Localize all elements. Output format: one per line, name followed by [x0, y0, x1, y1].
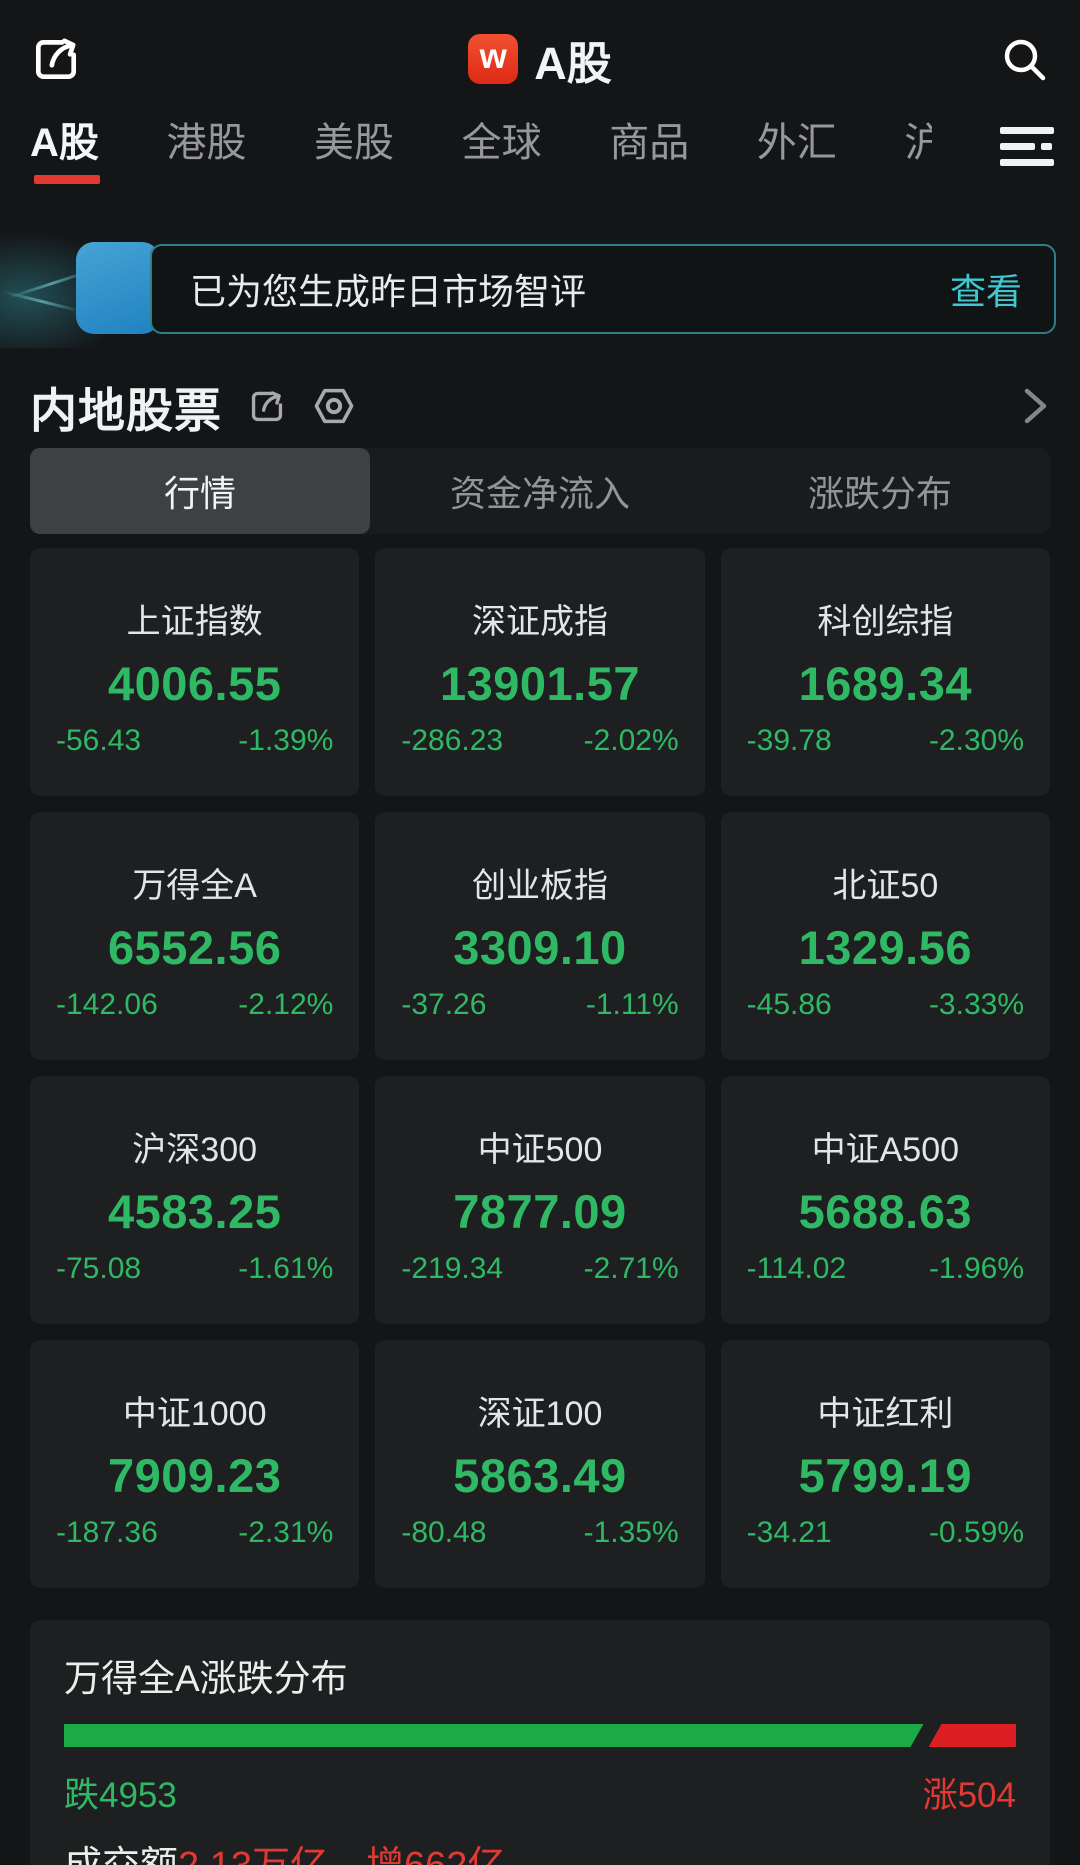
index-change-pct: -2.02%: [583, 724, 679, 757]
tab-us-stocks[interactable]: 美股: [314, 121, 395, 165]
index-card-csi300[interactable]: 沪深300 4583.25 -75.08 -1.61%: [30, 1076, 360, 1324]
advance-decline-bar: [64, 1724, 1016, 1747]
advancers-count: 涨504: [922, 1776, 1016, 1815]
index-change-pct: -3.33%: [928, 988, 1024, 1021]
index-name: 万得全A: [132, 867, 257, 905]
index-change-pct: -0.59%: [928, 1516, 1024, 1549]
index-change: -219.34: [401, 1252, 504, 1285]
index-change: -39.78: [746, 724, 832, 757]
tab-hk-stocks[interactable]: 港股: [166, 121, 247, 165]
index-change: -56.43: [56, 724, 142, 757]
index-card-sse[interactable]: 上证指数 4006.55 -56.43 -1.39%: [30, 548, 360, 796]
index-card-csi-a500[interactable]: 中证A500 5688.63 -114.02 -1.96%: [720, 1076, 1050, 1324]
index-change-pct: -1.11%: [585, 988, 679, 1021]
turnover-line: 成交额2.13万亿，增662亿: [64, 1834, 1016, 1865]
bar-up-segment: [928, 1724, 1016, 1747]
index-card-star[interactable]: 科创综指 1689.34 -39.78 -2.30%: [720, 548, 1050, 796]
index-card-csi-dividend[interactable]: 中证红利 5799.19 -34.21 -0.59%: [720, 1340, 1050, 1588]
index-card-bse50[interactable]: 北证50 1329.56 -45.86 -3.33%: [720, 812, 1050, 1060]
index-value: 6552.56: [107, 921, 282, 974]
index-name: 沪深300: [132, 1131, 258, 1169]
index-value: 7877.09: [453, 1185, 627, 1238]
subtab-advance-decline[interactable]: 涨跌分布: [807, 473, 952, 514]
index-value: 7909.23: [107, 1449, 282, 1502]
subtab-net-inflow[interactable]: 资金净流入: [449, 473, 630, 514]
index-name: 中证A500: [811, 1131, 960, 1169]
tab-sh-partial[interactable]: 沪: [904, 121, 933, 165]
index-card-szse[interactable]: 深证成指 13901.57 -286.23 -2.02%: [375, 548, 705, 796]
index-change: -142.06: [56, 988, 158, 1021]
index-name: 北证50: [832, 867, 939, 905]
index-value: 5688.63: [798, 1185, 973, 1238]
tab-forex[interactable]: 外汇: [756, 121, 837, 165]
index-value: 3309.10: [453, 921, 627, 974]
index-name: 中证红利: [817, 1395, 954, 1433]
search-button[interactable]: [998, 33, 1050, 85]
panel-title: 万得全A涨跌分布: [64, 1658, 348, 1699]
share-button[interactable]: [30, 33, 82, 85]
index-change: -80.48: [401, 1516, 487, 1549]
index-name: 深证100: [477, 1395, 603, 1433]
index-change-pct: -2.30%: [928, 724, 1024, 757]
index-change: -75.08: [56, 1252, 142, 1285]
index-value: 5863.49: [453, 1449, 627, 1502]
index-change: -286.23: [401, 724, 504, 757]
subtab-quotes[interactable]: 行情: [30, 448, 370, 534]
turnover-value: 2.13万亿，增662亿: [178, 1845, 505, 1865]
advance-decline-panel[interactable]: 万得全A涨跌分布 跌4953 涨504 成交额2.13万亿，增662亿: [30, 1620, 1050, 1865]
wind-app-logo: w: [468, 34, 519, 84]
index-card-csi500[interactable]: 中证500 7877.09 -219.34 -2.71%: [375, 1076, 705, 1324]
index-grid: 上证指数 4006.55 -56.43 -1.39% 深证成指 13901.57 …: [30, 548, 1050, 1588]
index-name: 创业板指: [471, 867, 608, 905]
index-change: -45.86: [746, 988, 832, 1021]
index-change-pct: -1.61%: [238, 1252, 334, 1285]
index-change-pct: -2.31%: [238, 1516, 334, 1549]
index-change-pct: -1.35%: [583, 1516, 679, 1549]
market-review-banner[interactable]: 已为您生成昨日市场智评 查看: [0, 228, 1080, 348]
banner-blue-chip-icon: [76, 242, 160, 334]
index-value: 1329.56: [798, 921, 973, 974]
index-card-sz100[interactable]: 深证100 5863.49 -80.48 -1.35%: [375, 1340, 705, 1588]
index-value: 5799.19: [798, 1449, 973, 1502]
index-value: 13901.57: [439, 657, 641, 710]
data-view-switcher: 行情 资金净流入 涨跌分布: [30, 448, 1050, 534]
decliners-count: 跌4953: [64, 1776, 177, 1815]
top-bar: w A股: [0, 0, 1080, 118]
index-card-chinext[interactable]: 创业板指 3309.10 -37.26 -1.11%: [375, 812, 705, 1060]
section-header: 内地股票: [0, 376, 1080, 437]
tab-list-menu-icon[interactable]: [999, 127, 1054, 184]
index-card-csi1000[interactable]: 中证1000 7909.23 -187.36 -2.31%: [30, 1340, 360, 1588]
banner-message: 已为您生成昨日市场智评: [190, 271, 587, 312]
banner-view-link[interactable]: 查看: [949, 271, 1022, 312]
index-change-pct: -1.39%: [238, 724, 334, 757]
index-card-wind-all-a[interactable]: 万得全A 6552.56 -142.06 -2.12%: [30, 812, 360, 1060]
index-change: -37.26: [401, 988, 487, 1021]
section-settings-icon[interactable]: [312, 384, 356, 428]
page-title: A股: [534, 37, 612, 89]
turnover-label: 成交额: [64, 1845, 178, 1865]
market-tab-bar: A股 港股 美股 全球 商品 外汇 沪: [0, 118, 1080, 184]
index-name: 深证成指: [471, 603, 608, 641]
bar-down-segment: [64, 1724, 924, 1747]
index-change-pct: -2.12%: [238, 988, 334, 1021]
section-share-icon[interactable]: [246, 385, 288, 427]
banner-body: 已为您生成昨日市场智评 查看: [150, 244, 1056, 334]
index-change-pct: -1.96%: [928, 1252, 1024, 1285]
index-value: 4006.55: [107, 657, 282, 710]
tab-commodities[interactable]: 商品: [609, 121, 690, 165]
index-value: 4583.25: [107, 1185, 282, 1238]
tab-global[interactable]: 全球: [461, 121, 542, 165]
index-change-pct: -2.71%: [583, 1252, 679, 1285]
index-change: -187.36: [56, 1516, 158, 1549]
index-name: 中证1000: [122, 1395, 267, 1433]
index-name: 上证指数: [126, 603, 263, 641]
index-value: 1689.34: [798, 657, 973, 710]
section-title: 内地股票: [30, 383, 222, 437]
index-name: 中证500: [477, 1131, 603, 1169]
index-change: -114.02: [746, 1252, 847, 1285]
index-name: 科创综指: [817, 603, 954, 641]
tab-a-shares[interactable]: A股: [30, 110, 100, 184]
chevron-right-icon[interactable]: [1020, 384, 1050, 428]
index-change: -34.21: [746, 1516, 832, 1549]
